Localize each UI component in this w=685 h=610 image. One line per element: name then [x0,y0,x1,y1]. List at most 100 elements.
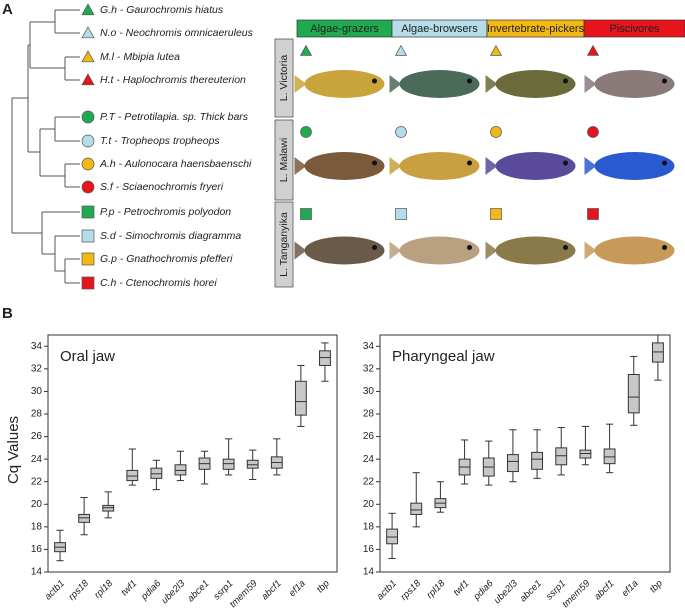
x-tick-label: rps18 [66,578,91,603]
species-label: T.t - Tropheops tropheops [100,135,220,147]
species-label: H.t - Haplochromis thereuterion [100,74,246,86]
box [386,528,399,545]
fish-tail [584,75,597,93]
y-tick-label: 22 [363,476,375,487]
fish-tail [485,157,498,175]
species-marker [81,26,95,39]
x-tick-label: abcf1 [259,578,283,602]
x-tick-label: rps18 [399,578,424,603]
cell-marker [587,126,599,138]
species-label: A.h - Aulonocara haensbaenschi [99,158,252,170]
species-marker [81,157,95,171]
species-marker [81,3,95,16]
x-tick-label: ef1a [620,578,641,599]
species-marker [81,276,95,290]
y-tick-label: 14 [363,567,375,578]
fish-body [594,152,675,180]
cell-marker [394,44,408,56]
chart-title: Pharyngeal jaw [392,348,495,365]
fish-eye [372,245,377,250]
box [294,380,307,416]
y-tick-label: 26 [31,431,43,442]
y-tick-label: 18 [31,521,43,532]
y-tick-label: 22 [31,476,43,487]
x-tick-label: rpl18 [92,578,115,601]
species-label: G.h - Gaurochromis hiatus [100,4,224,16]
cell-marker [300,126,312,138]
y-tick-label: 32 [363,363,375,374]
fish-tail [584,157,597,175]
species-label: S.d - Simochromis diagramma [100,230,241,242]
cell-marker [300,208,312,220]
y-tick-label: 24 [363,454,375,465]
fish-eye [563,245,568,250]
x-tick-label: abcf1 [592,578,616,602]
group-header [583,19,685,38]
lake-label: L. Tanganyika [278,212,290,277]
cell-marker [490,208,502,220]
fish-body [495,236,576,265]
group-label: Piscivores [609,23,660,35]
y-tick-label: 20 [31,499,43,510]
species-label: G.p - Gnathochromis pfefferi [100,253,233,265]
fish-tail [485,75,498,93]
y-tick-label: 16 [31,544,43,555]
box [555,447,568,466]
y-tick-label: 26 [363,431,375,442]
panel-label: A [2,1,13,18]
fish-tail [584,241,597,260]
fish-eye [662,78,667,84]
fish-eye [467,78,472,84]
box [531,451,544,470]
lake-box [274,38,294,118]
species-label: N.o - Neochromis omnicaeruleus [100,27,254,39]
fish-tail [389,75,402,93]
x-tick-label: tmem59 [228,578,261,610]
box [126,469,139,482]
cell-marker [490,126,502,138]
x-tick-label: tbp [648,578,665,595]
fish-eye [563,160,568,166]
species-marker [81,180,95,194]
fish-tail [389,157,402,175]
phylogeny [11,9,80,284]
species-marker [81,205,95,219]
fish-body [304,152,385,180]
box [579,449,592,459]
y-tick-label: 14 [31,567,43,578]
y-tick-label: 16 [363,544,375,555]
species-label: P.T - Petrotilapia. sp. Thick bars [100,111,249,123]
y-tick-label: 18 [363,521,375,532]
fish-eye [467,245,472,250]
fish-body [399,152,480,180]
group-label: Invertebrate-pickers [487,23,585,35]
y-tick-label: 20 [363,499,375,510]
fish-eye [467,160,472,166]
fish-body [495,152,576,180]
box [603,448,616,465]
fish-eye [372,78,377,84]
species-marker [81,134,95,148]
lake-label: L. Malawi [278,138,290,182]
y-tick-label: 28 [363,409,375,420]
box [651,342,664,363]
lake-label: L. Victoria [278,55,290,102]
plot-frame [379,334,671,573]
lake-box [274,201,294,288]
y-tick-label: 34 [31,341,43,352]
box [102,504,115,512]
cell-marker [587,208,599,220]
x-tick-label: abce1 [518,578,544,604]
y-tick-label: 32 [31,363,43,374]
cell-marker [489,44,503,56]
fish-eye [662,245,667,250]
y-tick-label: 24 [31,454,43,465]
y-tick-label: 28 [31,409,43,420]
box [410,502,423,515]
x-tick-label: twf1 [451,578,471,598]
x-tick-label: ef1a [287,578,308,599]
species-marker [81,229,95,243]
box [627,374,640,414]
species-marker [81,73,95,86]
